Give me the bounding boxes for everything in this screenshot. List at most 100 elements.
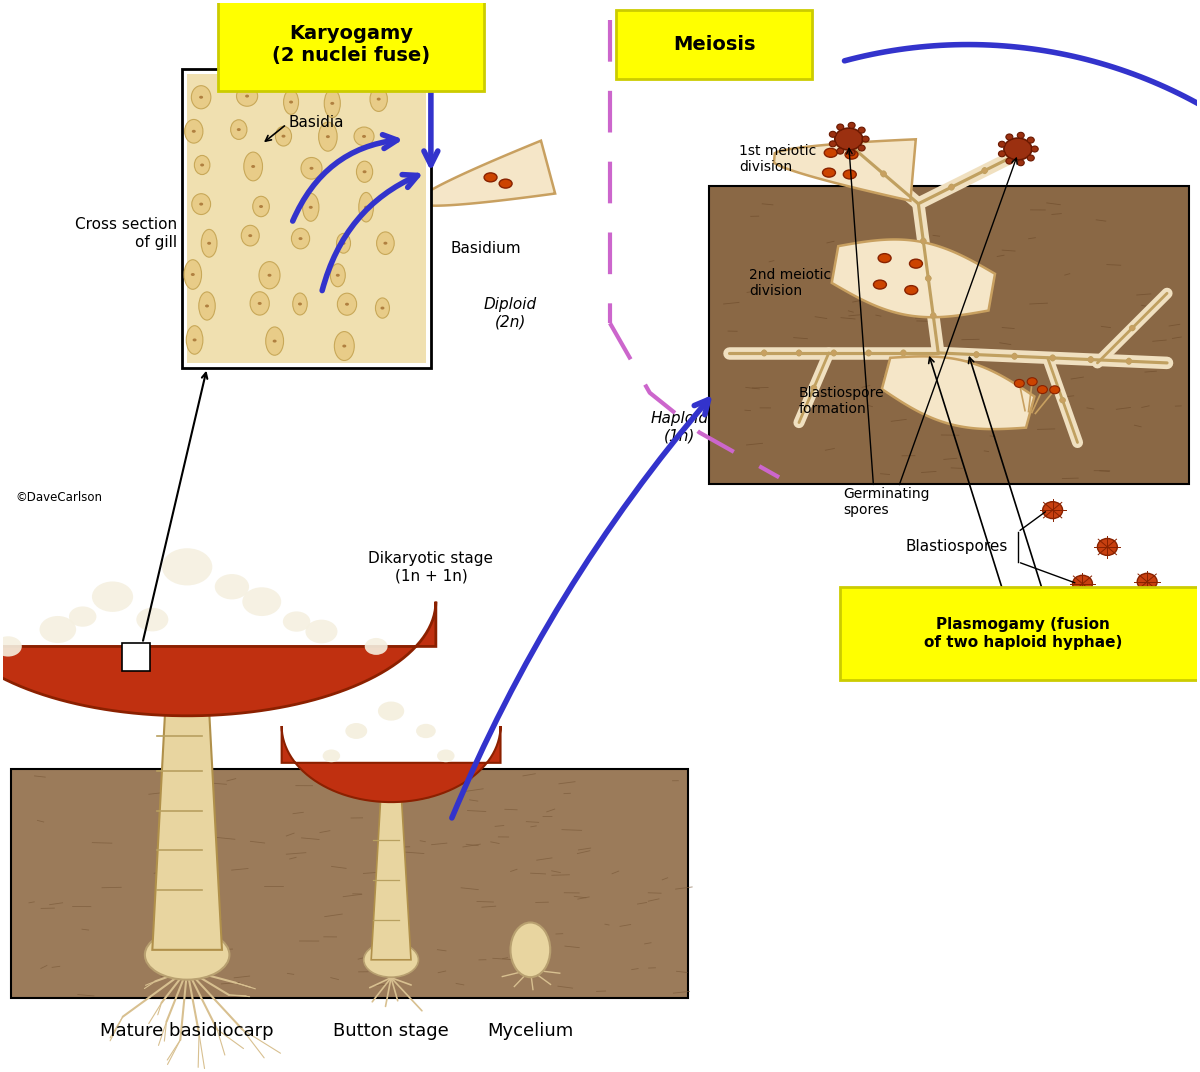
Text: Diploid
(2n): Diploid (2n): [484, 297, 538, 329]
Ellipse shape: [925, 276, 931, 281]
Ellipse shape: [326, 135, 330, 138]
Ellipse shape: [364, 942, 419, 978]
Ellipse shape: [301, 158, 322, 179]
Text: Blastiospores: Blastiospores: [906, 539, 1008, 554]
Ellipse shape: [68, 607, 96, 627]
Ellipse shape: [1018, 160, 1025, 166]
Ellipse shape: [1050, 355, 1055, 361]
Ellipse shape: [0, 637, 22, 656]
Ellipse shape: [1127, 358, 1132, 364]
Polygon shape: [882, 356, 1034, 429]
Text: Meiosis: Meiosis: [673, 35, 756, 54]
Ellipse shape: [1138, 574, 1157, 591]
Ellipse shape: [1087, 357, 1093, 362]
Ellipse shape: [1018, 132, 1025, 138]
Ellipse shape: [416, 724, 436, 739]
Ellipse shape: [162, 548, 212, 585]
Polygon shape: [282, 726, 500, 802]
Ellipse shape: [1014, 379, 1025, 387]
Text: Mycelium: Mycelium: [487, 1023, 574, 1041]
Ellipse shape: [499, 179, 512, 188]
Ellipse shape: [244, 152, 263, 181]
Ellipse shape: [812, 385, 816, 390]
Ellipse shape: [1004, 138, 1032, 160]
Ellipse shape: [1038, 386, 1048, 393]
Ellipse shape: [346, 723, 367, 739]
Ellipse shape: [310, 167, 313, 169]
Ellipse shape: [215, 574, 250, 599]
Ellipse shape: [1126, 359, 1132, 363]
Ellipse shape: [1013, 354, 1016, 359]
Ellipse shape: [336, 273, 340, 277]
Ellipse shape: [342, 242, 346, 244]
Ellipse shape: [202, 229, 217, 257]
Ellipse shape: [866, 349, 871, 356]
Ellipse shape: [376, 298, 390, 318]
Ellipse shape: [362, 135, 366, 138]
Ellipse shape: [245, 94, 250, 98]
Ellipse shape: [1043, 502, 1062, 519]
Polygon shape: [422, 140, 556, 206]
Ellipse shape: [829, 131, 836, 137]
Ellipse shape: [811, 385, 817, 390]
Ellipse shape: [377, 98, 380, 101]
Ellipse shape: [835, 129, 863, 150]
Bar: [122, 643, 150, 671]
Ellipse shape: [865, 351, 871, 356]
Ellipse shape: [323, 749, 340, 762]
FancyBboxPatch shape: [840, 586, 1200, 681]
Ellipse shape: [905, 285, 918, 295]
Ellipse shape: [1130, 326, 1134, 331]
Ellipse shape: [824, 148, 838, 158]
Ellipse shape: [862, 136, 869, 143]
Ellipse shape: [191, 273, 194, 276]
Ellipse shape: [762, 349, 767, 356]
Ellipse shape: [836, 148, 844, 154]
Ellipse shape: [1050, 386, 1060, 393]
Ellipse shape: [199, 292, 215, 321]
Ellipse shape: [378, 701, 404, 720]
Text: Germinating
spores: Germinating spores: [844, 487, 930, 518]
Ellipse shape: [878, 254, 892, 263]
Ellipse shape: [874, 280, 887, 289]
Ellipse shape: [949, 184, 954, 190]
Ellipse shape: [830, 351, 836, 356]
Ellipse shape: [241, 225, 259, 245]
Ellipse shape: [308, 206, 313, 209]
Ellipse shape: [437, 749, 455, 762]
Ellipse shape: [292, 228, 310, 249]
Ellipse shape: [836, 124, 844, 130]
Ellipse shape: [796, 351, 802, 356]
Ellipse shape: [205, 304, 209, 308]
Ellipse shape: [200, 164, 204, 166]
Ellipse shape: [336, 234, 350, 253]
Ellipse shape: [922, 238, 925, 244]
Ellipse shape: [484, 173, 497, 182]
Ellipse shape: [1027, 137, 1034, 143]
Ellipse shape: [242, 587, 281, 616]
Ellipse shape: [185, 119, 203, 144]
Ellipse shape: [282, 135, 286, 137]
FancyBboxPatch shape: [617, 10, 812, 79]
Ellipse shape: [184, 259, 202, 289]
Ellipse shape: [365, 638, 388, 655]
Ellipse shape: [881, 170, 886, 177]
Ellipse shape: [186, 326, 203, 354]
Ellipse shape: [337, 294, 356, 315]
Ellipse shape: [199, 95, 203, 99]
Ellipse shape: [276, 126, 292, 146]
Ellipse shape: [324, 89, 341, 118]
Ellipse shape: [283, 90, 299, 115]
Ellipse shape: [1060, 398, 1066, 403]
Ellipse shape: [364, 206, 368, 209]
Ellipse shape: [797, 349, 802, 356]
Ellipse shape: [342, 344, 347, 347]
Ellipse shape: [236, 86, 258, 106]
Text: 1st meiotic
division: 1st meiotic division: [739, 144, 816, 174]
Text: Haploid
(1n): Haploid (1n): [650, 412, 708, 444]
Ellipse shape: [268, 273, 271, 277]
Ellipse shape: [377, 232, 395, 254]
Ellipse shape: [998, 151, 1006, 157]
Ellipse shape: [1006, 158, 1013, 164]
Text: ©DaveCarlson: ©DaveCarlson: [16, 491, 102, 504]
